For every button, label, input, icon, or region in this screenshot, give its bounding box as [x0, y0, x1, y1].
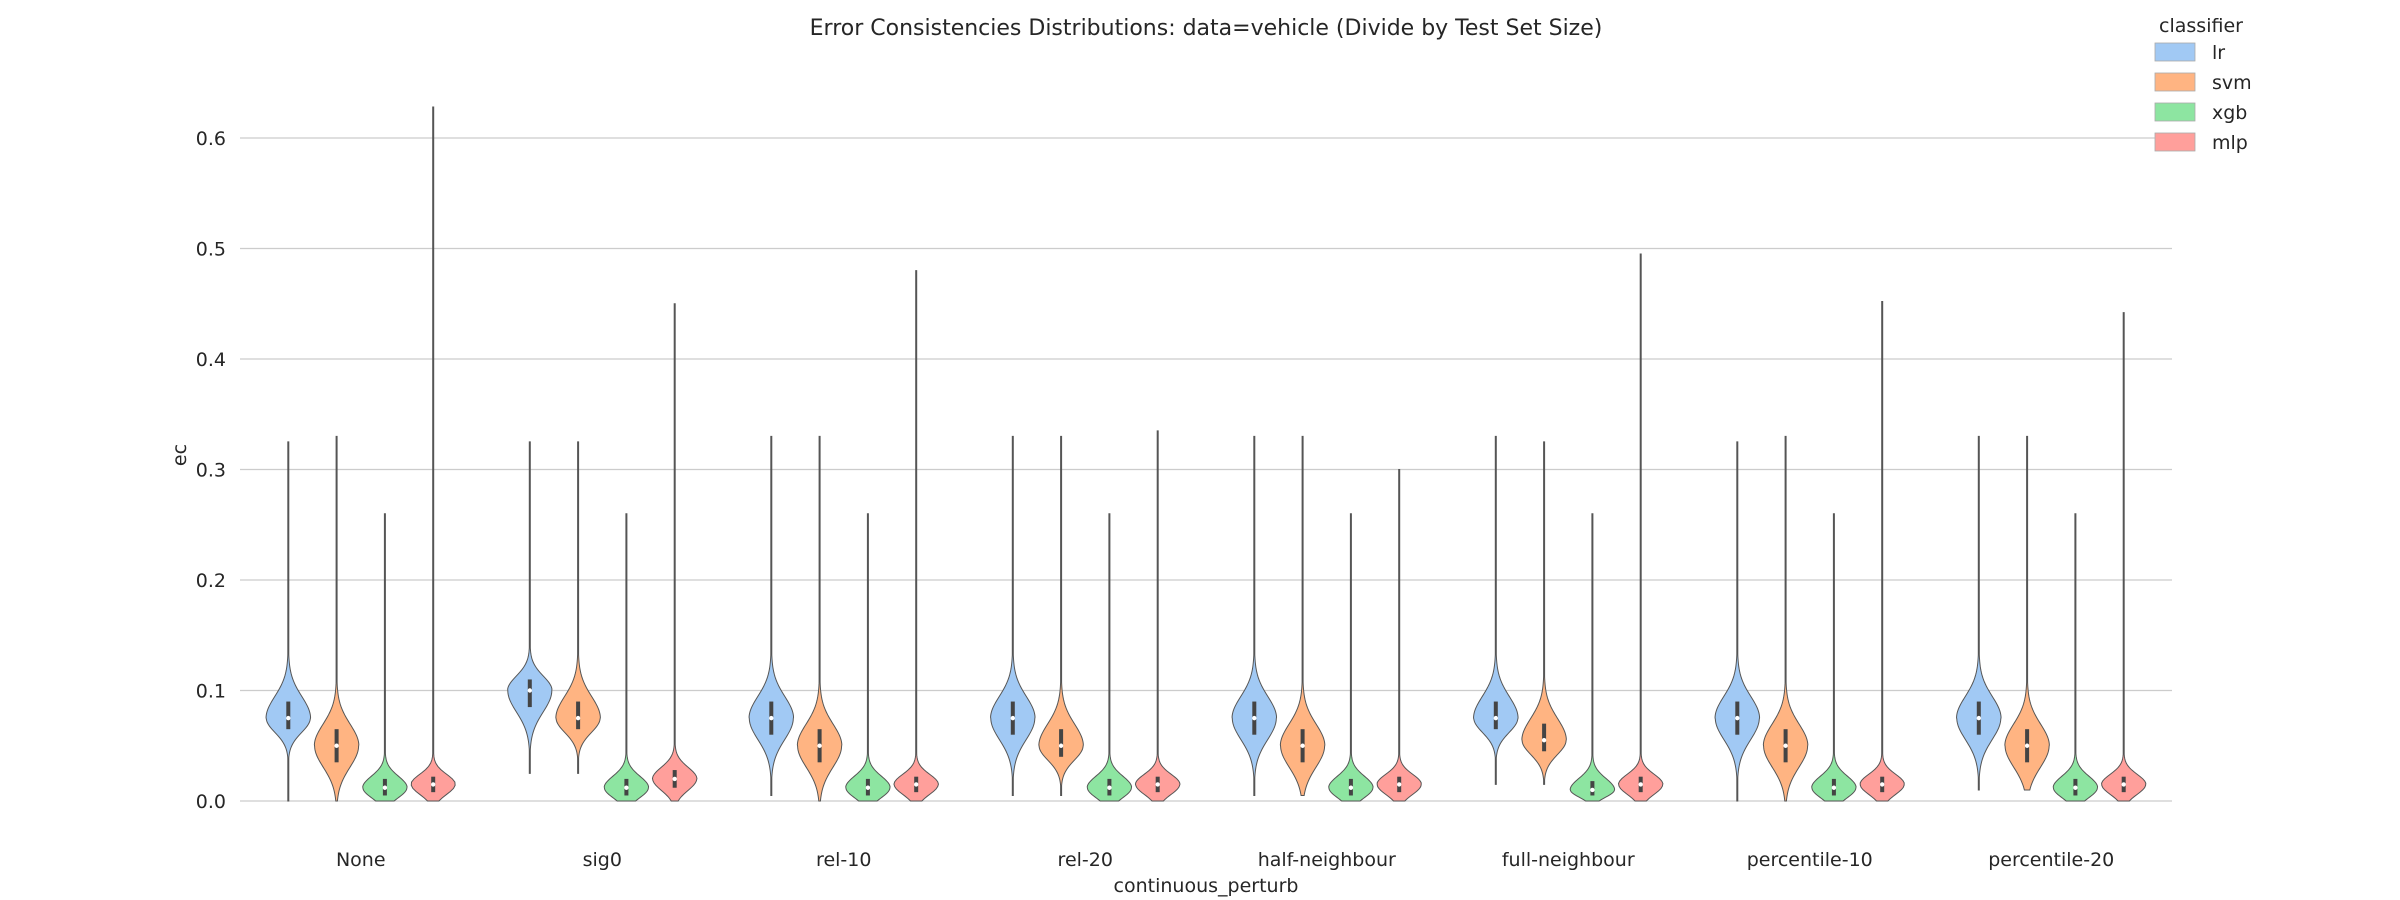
violin-median-point: [1155, 782, 1160, 787]
legend-swatch-lr: [2154, 42, 2196, 62]
legend-swatch-svm: [2154, 72, 2196, 92]
violin-svm: [1279, 435, 1326, 796]
y-tick-label: 0.3: [196, 460, 226, 482]
chart-title: Error Consistencies Distributions: data=…: [810, 16, 1603, 41]
violin-mlp: [651, 303, 698, 802]
violin-median-point: [817, 743, 822, 748]
violin-median-point: [1735, 715, 1740, 721]
violin-lr: [507, 441, 553, 774]
grid-lines: [240, 137, 2172, 802]
violin-lr: [990, 435, 1036, 796]
violin-svm: [1762, 435, 1809, 802]
y-tick-label: 0.1: [196, 681, 226, 703]
violin-mlp: [2101, 312, 2147, 802]
violin-median-point: [527, 688, 532, 693]
violin-median-point: [1300, 743, 1305, 748]
legend: classifier lr svm xgb mlp: [2154, 15, 2252, 154]
violin-median-point: [1107, 785, 1112, 790]
violin-lr: [748, 435, 795, 796]
x-tick-label: half-neighbour: [1258, 849, 1396, 871]
x-tick-label: full-neighbour: [1502, 849, 1635, 871]
x-tick-label: None: [336, 849, 386, 871]
violin-median-point: [1348, 785, 1354, 790]
x-tick-label: rel-10: [816, 849, 871, 871]
legend-label-xgb: xgb: [2212, 102, 2247, 124]
x-axis-ticks: None sig0 rel-10 rel-20 half-neighbour full-n…: [336, 849, 2114, 871]
violin-median-point: [1252, 715, 1257, 721]
violin-median-point: [1976, 715, 1982, 721]
violin-median-point: [1590, 787, 1595, 793]
legend-swatch-mlp: [2154, 132, 2196, 152]
legend-title: classifier: [2159, 15, 2243, 37]
violin-lr: [1231, 435, 1278, 796]
legend-swatch-xgb: [2154, 102, 2196, 122]
violin-lr: [1714, 441, 1761, 802]
violin-svm: [2004, 435, 2050, 791]
violin-mlp: [1859, 301, 1905, 802]
y-axis-ticks: 0.0 0.1 0.2 0.3 0.4 0.5 0.6: [196, 128, 226, 813]
y-tick-label: 0.0: [196, 791, 226, 813]
x-tick-label: percentile-20: [1988, 849, 2114, 871]
violin-mlp: [410, 106, 456, 802]
y-tick-label: 0.5: [196, 239, 226, 261]
violin-xgb: [2052, 513, 2099, 802]
violin-svm: [796, 435, 843, 802]
y-tick-label: 0.2: [196, 570, 226, 592]
x-tick-label: rel-20: [1058, 849, 1113, 871]
violin-median-point: [1058, 743, 1064, 748]
violin-mlp: [893, 270, 939, 802]
violin-mlp: [1376, 469, 1422, 802]
violin-xgb: [362, 513, 408, 802]
violin-plots: [265, 106, 2147, 802]
violin-median-point: [2121, 782, 2126, 787]
violin-median-point: [865, 785, 871, 790]
violin-median-point: [334, 743, 339, 748]
violin-median-point: [1493, 715, 1499, 721]
violin-median-point: [431, 782, 436, 787]
violin-xgb: [1328, 513, 1374, 802]
violin-median-point: [2024, 743, 2030, 748]
violin-lr: [1956, 435, 2002, 791]
violin-median-point: [1010, 715, 1015, 721]
violin-median-point: [382, 785, 388, 790]
violin-xgb: [1811, 513, 1857, 802]
legend-label-mlp: mlp: [2212, 132, 2248, 154]
violin-svm: [313, 435, 360, 802]
y-tick-label: 0.4: [196, 349, 226, 371]
legend-label-lr: lr: [2212, 42, 2225, 64]
y-tick-label: 0.6: [196, 128, 226, 150]
x-tick-label: sig0: [583, 849, 622, 871]
violin-lr: [265, 441, 312, 802]
x-tick-label: percentile-10: [1747, 849, 1873, 871]
violin-median-point: [1638, 782, 1643, 787]
violin-median-point: [624, 785, 629, 790]
violin-xgb: [603, 513, 650, 802]
violin-median-point: [769, 715, 774, 721]
violin-svm: [1521, 441, 1567, 785]
violin-median-point: [672, 776, 677, 782]
x-axis-label: continuous_perturb: [1114, 875, 1299, 897]
violin-median-point: [1397, 782, 1402, 787]
violin-median-point: [2073, 785, 2078, 790]
violin-lr: [1473, 435, 1519, 785]
violin-median-point: [286, 715, 291, 721]
violin-median-point: [1880, 782, 1885, 787]
violin-mlp: [1134, 430, 1181, 802]
violin-xgb: [1086, 513, 1133, 802]
violin-median-point: [575, 715, 581, 721]
violin-median-point: [1831, 785, 1837, 790]
violin-svm: [555, 441, 601, 774]
violin-xgb: [1569, 513, 1616, 802]
violin-median-point: [1541, 738, 1547, 743]
violin-mlp: [1617, 253, 1664, 802]
violin-median-point: [1783, 743, 1788, 748]
violin-median-point: [914, 782, 919, 787]
legend-label-svm: svm: [2212, 72, 2252, 94]
violin-svm: [1038, 435, 1084, 796]
y-axis-label: ec: [169, 444, 191, 466]
violin-xgb: [845, 513, 891, 802]
